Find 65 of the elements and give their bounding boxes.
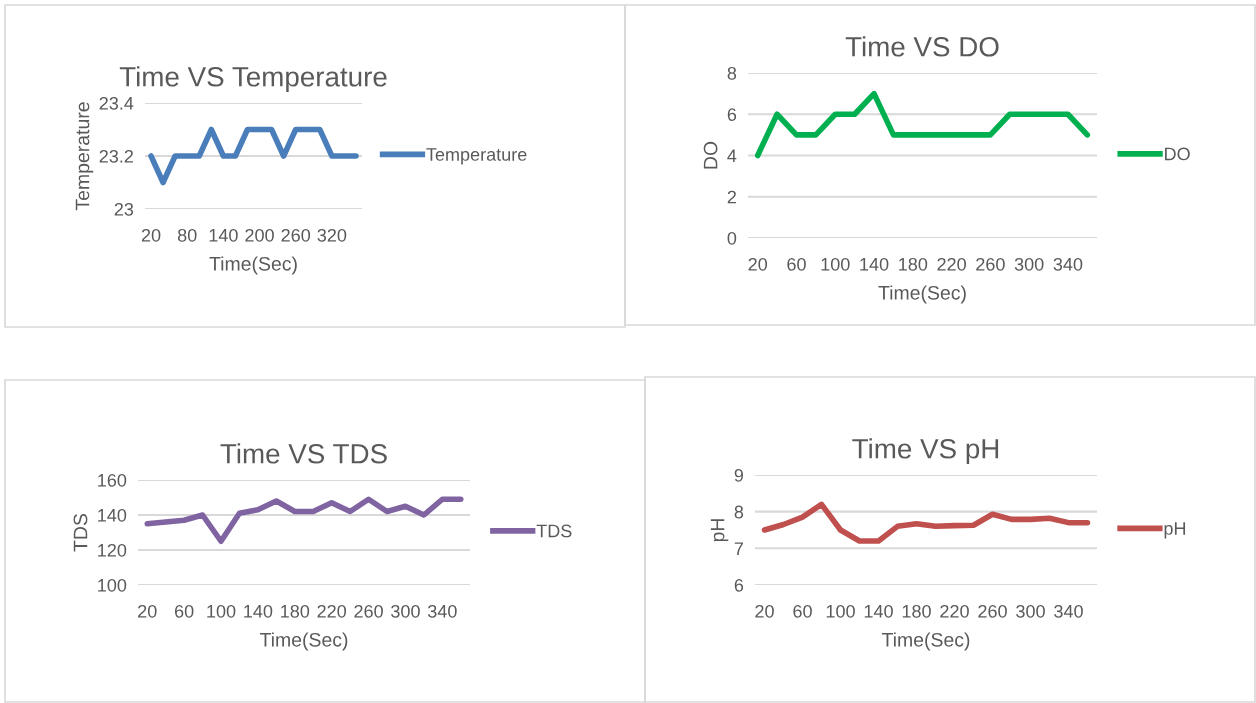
x-axis-title: Time(Sec) [881,632,970,651]
x-tick-label: 140 [244,604,273,618]
chart-title: Time VS TDS [220,443,387,464]
y-tick-label: 160 [98,473,127,487]
y-tick-label: 23.4 [99,96,134,110]
x-tick-label: 60 [174,604,194,618]
legend-label: Temperature [426,148,527,165]
x-tick-label: 100 [826,604,855,618]
x-axis-title: Time(Sec) [878,285,966,304]
chart-title: Time VS Temperature [119,66,387,93]
x-tick-label: 20 [138,604,157,618]
y-tick-label: 6 [734,578,744,592]
x-tick-label: 260 [281,228,311,242]
x-tick-label: 260 [354,604,383,618]
x-tick-label: 300 [391,604,420,618]
x-tick-label: 220 [940,604,969,618]
y-axis-title: pH [710,519,729,542]
y-tick-label: 7 [734,542,743,555]
x-tick-label: 80 [177,228,197,242]
x-tick-label: 20 [748,257,768,271]
x-axis-title: Time(Sec) [209,256,297,275]
x-tick-label: 100 [821,257,850,271]
x-tick-label: 200 [245,228,274,242]
x-tick-label: 260 [976,257,1005,271]
x-tick-label: 340 [1053,257,1083,271]
x-tick-label: 140 [860,257,889,271]
y-tick-label: 9 [734,468,744,482]
x-tick-label: 300 [1014,257,1044,271]
y-tick-label: 6 [727,108,737,121]
chart-title: Time VS DO [845,36,999,57]
x-tick-label: 180 [899,257,928,271]
x-tick-label: 180 [902,604,931,618]
legend-label: pH [1164,522,1186,539]
x-tick-label: 300 [1016,604,1045,618]
y-tick-label: 23 [114,202,134,216]
y-axis-title: Temperature [75,102,94,211]
x-tick-label: 20 [755,604,774,618]
y-axis-title: DO [703,141,718,169]
x-tick-label: 260 [978,604,1007,618]
chart-title: Time VS pH [852,438,999,465]
y-tick-label: 4 [727,149,737,163]
x-tick-label: 220 [317,604,347,618]
legend-label: TDS [536,524,572,538]
y-tick-label: 140 [98,508,127,522]
x-tick-label: 140 [209,228,238,242]
x-tick-label: 320 [317,228,347,242]
y-axis-title: TDS [73,513,88,552]
y-tick-label: 120 [98,543,127,557]
x-tick-label: 140 [864,604,893,618]
x-tick-label: 60 [793,604,812,618]
y-tick-label: 8 [727,66,737,80]
y-tick-label: 0 [727,231,737,245]
x-axis-title: Time(Sec) [259,632,348,651]
x-tick-label: 100 [207,604,236,618]
x-tick-label: 60 [787,257,806,271]
x-tick-label: 20 [141,228,161,242]
y-tick-label: 23.2 [99,149,133,163]
x-tick-label: 340 [427,604,457,618]
legend-label: DO [1165,147,1190,161]
x-tick-label: 340 [1054,604,1083,618]
y-tick-label: 100 [98,578,127,592]
y-tick-label: 2 [727,190,736,204]
x-tick-label: 180 [281,604,310,618]
x-tick-label: 220 [937,257,966,271]
y-tick-label: 8 [734,505,744,519]
